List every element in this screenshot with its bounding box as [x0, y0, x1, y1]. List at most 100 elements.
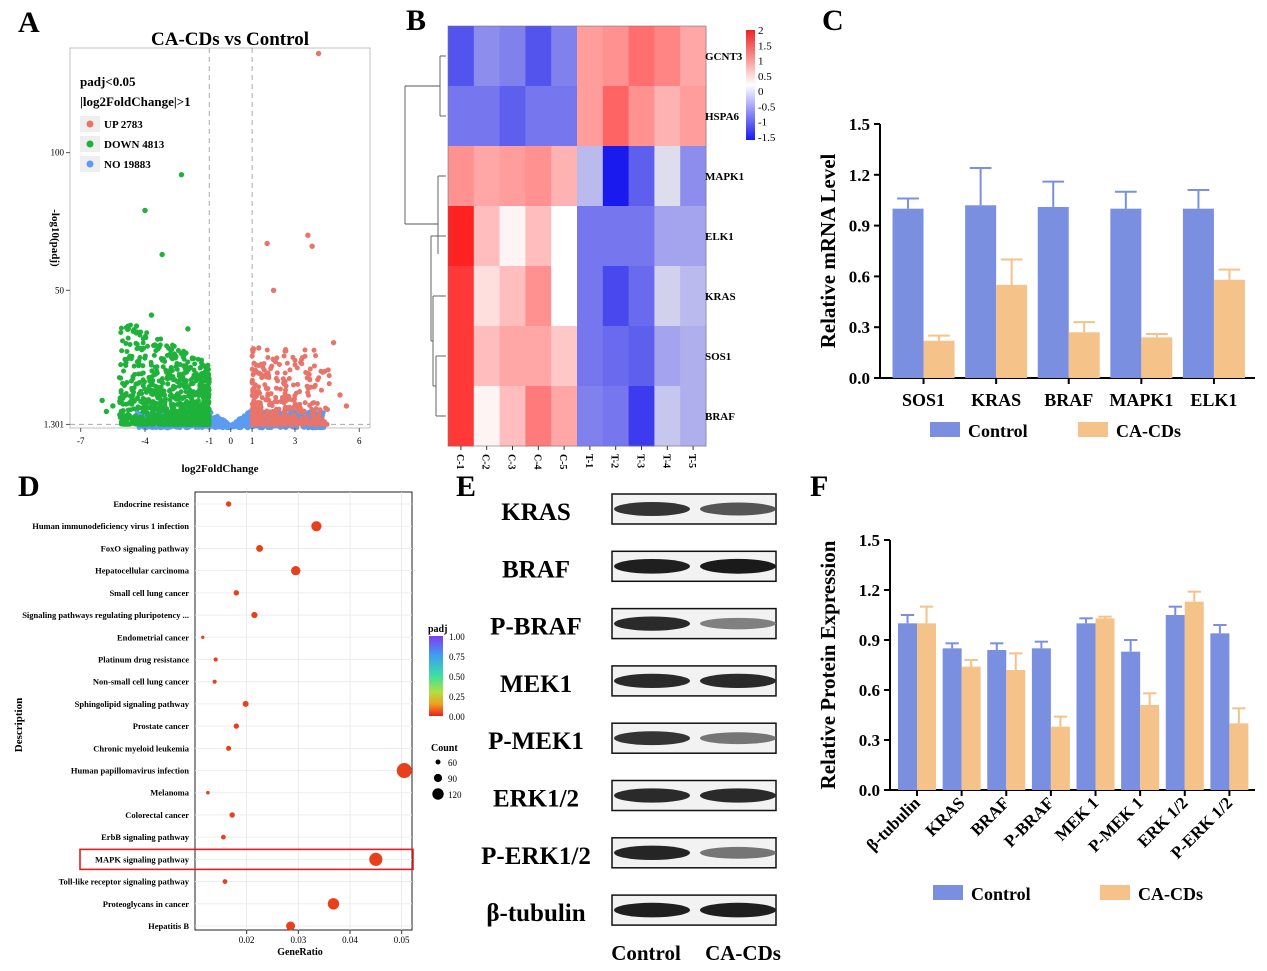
control-bar [892, 208, 924, 378]
heatmap-cell [628, 386, 655, 447]
y-tick-label: 1.301 [44, 419, 64, 429]
down-point [127, 341, 133, 347]
down-outlier-point [133, 323, 140, 329]
pathway-label: Proteoglycans in cancer [103, 899, 189, 909]
heatmap-cell [680, 326, 707, 387]
blot-band [700, 788, 776, 803]
down-point [178, 407, 184, 413]
heatmap-cell [473, 146, 501, 207]
down-point [156, 378, 162, 384]
up-point [255, 419, 261, 425]
up-point [288, 416, 294, 422]
pathway-label: Hepatocellular carcinoma [95, 566, 190, 576]
no-point [228, 424, 233, 429]
down-point [195, 390, 201, 396]
down-point [164, 376, 170, 382]
down-point [206, 412, 212, 418]
up-point [284, 360, 290, 366]
up-point [283, 387, 289, 393]
up-point [311, 347, 317, 353]
y-tick-label: 1.5 [849, 115, 870, 134]
down-point [192, 419, 198, 425]
blot-label: BRAF [502, 556, 570, 583]
heatmap-cell [654, 386, 681, 447]
pathway-dot [369, 852, 383, 866]
y-tick-label: 100 [51, 148, 65, 158]
dendrogram [404, 55, 446, 417]
down-point [118, 362, 124, 368]
up-point [309, 400, 315, 406]
x-tick-label: -1 [206, 436, 214, 446]
up-outlier-point [337, 392, 343, 398]
up-point [266, 373, 272, 379]
up-point [273, 420, 279, 426]
heatmap-cell [551, 26, 578, 87]
legend-label-up: UP 2783 [104, 119, 143, 131]
up-point [259, 395, 265, 401]
down-point [125, 407, 131, 413]
down-point [183, 409, 189, 415]
pathway-label: Endocrine resistance [113, 499, 189, 509]
down-point [153, 348, 159, 354]
pathway-dot [242, 700, 249, 707]
heatmap-cell [602, 266, 630, 327]
x-tick-label: SOS1 [902, 390, 945, 410]
pathway-dot [229, 812, 235, 818]
up-point [287, 367, 293, 373]
down-point [169, 394, 175, 400]
blot-band [700, 732, 776, 745]
padj-legend-title: padj [428, 624, 447, 635]
heatmap-row-label: SOS1 [705, 351, 731, 363]
down-point [193, 370, 199, 376]
down-point [123, 392, 129, 398]
control-bar [1182, 208, 1214, 378]
down-point [143, 389, 149, 395]
down-point [143, 335, 149, 341]
no-point [211, 424, 217, 430]
heatmap-cell [448, 206, 475, 267]
up-point [313, 417, 319, 423]
heatmap-cell [499, 146, 526, 207]
down-point [188, 377, 194, 383]
down-point [178, 376, 184, 382]
up-outlier-point [315, 50, 322, 57]
up-point [326, 381, 332, 387]
down-outlier-point [110, 403, 116, 409]
pathway-label: Hepatitis B [148, 921, 189, 931]
up-point [298, 416, 304, 422]
x-tick-label: -4 [141, 436, 149, 446]
heatmap-cell [577, 86, 604, 147]
down-point [132, 371, 138, 377]
color-scale-tick: 2 [758, 25, 764, 37]
pathway-label: FoxO signaling pathway [101, 543, 190, 553]
down-point [146, 415, 152, 421]
up-point [250, 413, 256, 419]
no-point [320, 425, 326, 431]
up-point [249, 377, 255, 383]
cacds-bar [961, 666, 981, 790]
no-point [223, 422, 228, 428]
heatmap-cell [448, 26, 475, 87]
heatmap-cell [602, 86, 630, 147]
down-point [154, 364, 160, 370]
down-point [151, 352, 157, 358]
down-point [155, 407, 161, 413]
down-point [153, 401, 159, 407]
heatmap-col-label: T-1 [583, 454, 594, 468]
heatmap-cell [525, 86, 552, 147]
pathway-dot [311, 521, 322, 532]
pathway-label: Sphingolipid signaling pathway [75, 699, 190, 709]
padj-tick: 1.00 [449, 632, 465, 642]
blot-band [700, 617, 776, 630]
mrna-bar-chart: 0.0 0.3 0.6 0.9 1.2 1.5 Relative mRNA Level SOS… [816, 115, 1255, 441]
pathway-label: Chronic myeloid leukemia [93, 743, 189, 753]
legend-label-down: DOWN 4813 [104, 139, 165, 151]
heatmap-cell [551, 146, 578, 207]
heatmap-cell [628, 326, 655, 387]
x-tick-label: 0 [228, 436, 233, 446]
padj-colorbar [429, 636, 443, 716]
heatmap-cell [680, 206, 707, 267]
y-tick-label: 0.9 [849, 217, 870, 236]
down-point [187, 404, 193, 410]
down-point [125, 335, 131, 341]
